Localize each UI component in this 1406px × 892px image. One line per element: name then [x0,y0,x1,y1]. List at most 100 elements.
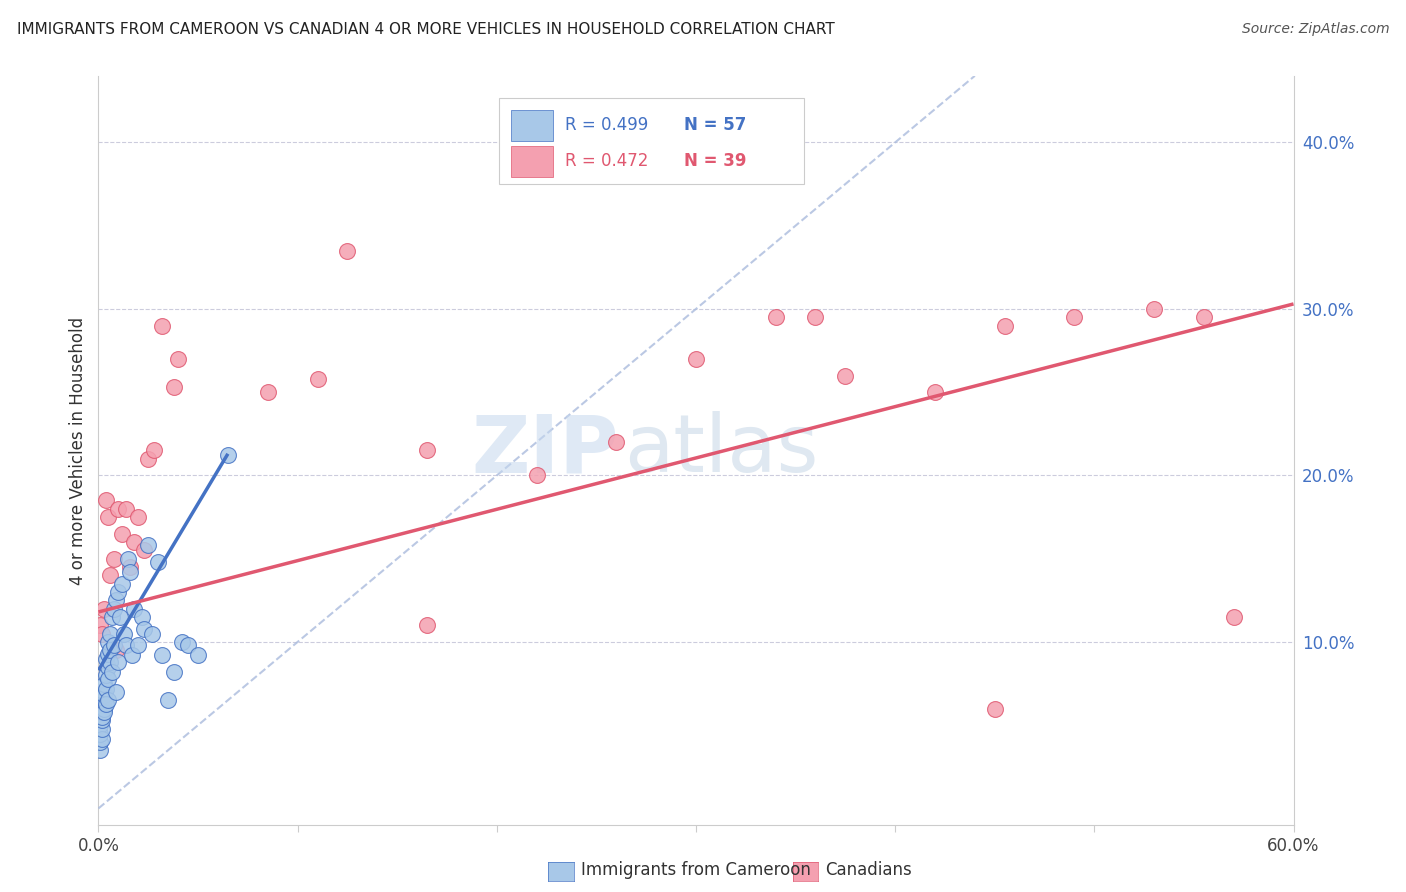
Point [97,635,120,649]
Point [124,601,146,615]
Point [307,372,329,386]
Point [107,585,129,599]
Point [416,618,439,632]
Point [97,510,120,524]
Y-axis label: 4 or more Vehicles in Household: 4 or more Vehicles in Household [69,317,87,584]
Point [96,651,118,665]
Point [91,698,114,713]
Point [121,648,143,663]
Text: R = 0.472: R = 0.472 [565,153,648,170]
Point [994,318,1017,333]
Point [157,693,180,707]
Point [834,368,856,383]
Point [91,713,114,727]
Point [217,449,239,463]
Point [150,318,173,333]
Point [115,501,138,516]
Point [91,731,114,746]
Point [89,726,111,740]
Point [103,601,125,615]
Point [91,722,114,736]
Point [89,743,111,757]
Point [93,701,115,715]
Point [97,660,120,674]
Point [1063,310,1085,325]
Point [1143,301,1166,316]
Point [97,672,120,686]
Point [107,655,129,669]
Point [136,451,159,466]
Point [115,638,138,652]
Point [96,668,118,682]
Point [605,435,627,450]
Point [124,535,146,549]
Point [111,576,134,591]
Point [187,648,209,663]
Point [105,643,128,657]
Point [163,380,186,394]
Point [765,310,787,325]
Point [924,385,946,400]
Point [93,688,115,702]
Point [143,443,166,458]
Point [103,638,125,652]
Point [120,565,142,579]
Text: N = 39: N = 39 [685,153,747,170]
Point [177,638,200,652]
Point [120,560,142,574]
Point [98,643,122,657]
Point [134,622,156,636]
Point [150,648,173,663]
Point [136,538,159,552]
Point [105,685,128,699]
Text: Immigrants from Cameroon: Immigrants from Cameroon [581,861,810,879]
Point [127,638,149,652]
Point [526,468,548,483]
Point [101,610,124,624]
Point [167,351,190,366]
Point [163,665,186,679]
Point [97,647,120,661]
FancyBboxPatch shape [499,98,804,185]
Point [107,501,129,516]
Point [96,681,118,696]
Point [416,443,439,458]
Point [98,655,122,669]
Point [685,351,707,366]
Text: atlas: atlas [624,411,818,490]
Point [172,635,194,649]
Point [89,735,111,749]
Point [96,493,118,508]
Point [91,626,114,640]
FancyBboxPatch shape [510,145,553,177]
Point [93,705,115,719]
Point [91,710,114,724]
Point [98,568,122,582]
Point [605,119,627,133]
Point [98,626,122,640]
Point [131,610,153,624]
Point [93,601,115,615]
Point [984,701,1007,715]
Point [134,543,156,558]
Point [112,626,135,640]
Point [804,310,827,325]
Point [1223,610,1246,624]
Point [101,665,124,679]
Point [127,510,149,524]
Point [93,676,115,690]
Point [97,693,120,707]
Point [111,526,134,541]
Point [110,610,132,624]
Point [1192,310,1215,325]
Point [89,618,111,632]
Point [91,705,114,719]
Point [103,551,125,566]
Text: Canadians: Canadians [825,861,912,879]
Point [141,626,163,640]
Point [105,593,128,607]
Point [89,718,111,732]
Text: R = 0.499: R = 0.499 [565,116,648,135]
Point [336,244,359,258]
Point [148,555,170,569]
